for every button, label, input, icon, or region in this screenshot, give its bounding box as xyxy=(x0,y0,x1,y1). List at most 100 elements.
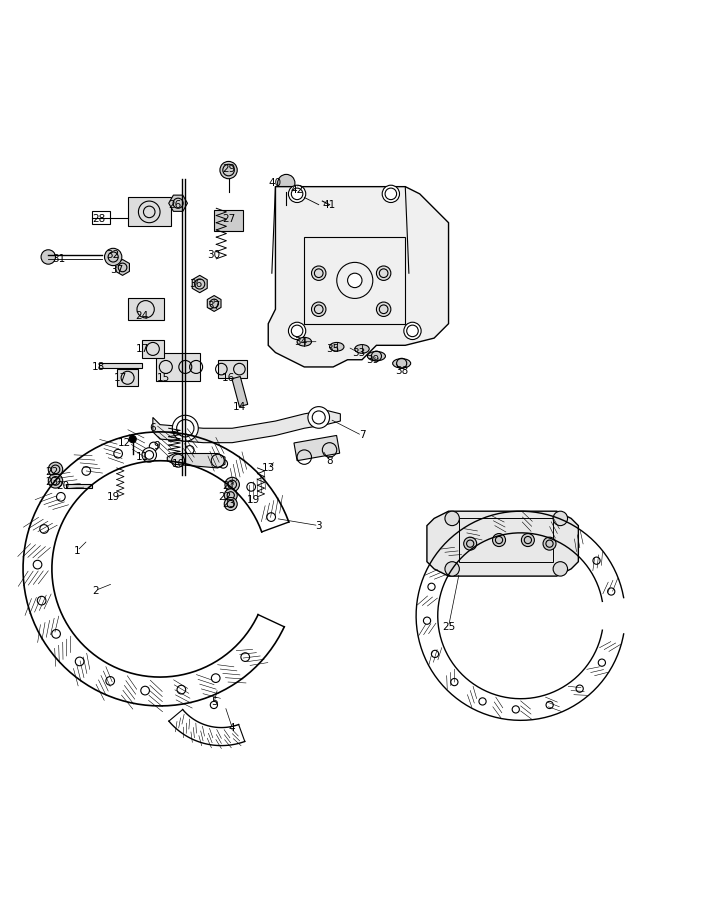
Text: 5: 5 xyxy=(211,697,217,707)
Text: 14: 14 xyxy=(233,402,246,412)
Text: 23: 23 xyxy=(45,477,59,487)
Text: 30: 30 xyxy=(208,250,221,260)
Circle shape xyxy=(129,435,136,443)
Circle shape xyxy=(49,463,63,476)
Circle shape xyxy=(593,557,600,564)
Text: 1: 1 xyxy=(74,546,80,556)
Circle shape xyxy=(33,561,42,569)
Bar xyxy=(304,237,405,324)
Text: 33: 33 xyxy=(352,347,365,357)
Circle shape xyxy=(432,650,439,658)
Circle shape xyxy=(51,629,60,639)
Text: 29: 29 xyxy=(222,163,235,173)
Text: 25: 25 xyxy=(442,621,455,631)
Polygon shape xyxy=(169,195,188,211)
Text: 37: 37 xyxy=(110,265,123,275)
Circle shape xyxy=(502,520,510,527)
Circle shape xyxy=(376,302,391,317)
Circle shape xyxy=(224,498,237,511)
Circle shape xyxy=(451,678,458,686)
Circle shape xyxy=(49,473,63,488)
Text: 9: 9 xyxy=(153,442,160,452)
Text: 20: 20 xyxy=(56,481,70,491)
Circle shape xyxy=(288,185,306,202)
Circle shape xyxy=(106,677,114,685)
Text: 16: 16 xyxy=(222,373,235,383)
Polygon shape xyxy=(98,364,142,368)
Circle shape xyxy=(277,174,295,191)
Text: 28: 28 xyxy=(92,214,106,224)
Circle shape xyxy=(463,537,476,551)
Circle shape xyxy=(114,449,122,458)
Text: 35: 35 xyxy=(327,344,340,354)
Bar xyxy=(218,360,247,378)
Text: 22: 22 xyxy=(219,492,232,502)
Circle shape xyxy=(140,687,149,695)
Polygon shape xyxy=(268,187,449,367)
Text: 37: 37 xyxy=(208,300,221,311)
Circle shape xyxy=(142,448,156,463)
Text: 19: 19 xyxy=(247,495,261,505)
Text: 34: 34 xyxy=(294,336,307,346)
Text: 31: 31 xyxy=(52,254,66,264)
Text: 36: 36 xyxy=(190,279,203,289)
Circle shape xyxy=(521,533,534,547)
Circle shape xyxy=(241,653,250,661)
Circle shape xyxy=(177,686,185,694)
Text: 12: 12 xyxy=(117,438,130,448)
Ellipse shape xyxy=(297,337,311,346)
Circle shape xyxy=(445,553,451,561)
Bar xyxy=(127,298,164,320)
Circle shape xyxy=(313,195,324,205)
Circle shape xyxy=(247,483,256,492)
Text: 21: 21 xyxy=(222,481,235,491)
Bar xyxy=(156,353,200,381)
Text: 32: 32 xyxy=(106,250,119,260)
Circle shape xyxy=(311,302,326,317)
Text: 23: 23 xyxy=(222,499,235,509)
Circle shape xyxy=(553,512,568,526)
Text: 10: 10 xyxy=(172,459,185,469)
Text: 2: 2 xyxy=(92,586,98,596)
Circle shape xyxy=(224,489,237,502)
Circle shape xyxy=(172,415,198,441)
Text: 13: 13 xyxy=(261,463,275,473)
Circle shape xyxy=(470,531,477,538)
Text: 41: 41 xyxy=(323,200,336,210)
Circle shape xyxy=(348,273,362,288)
Bar xyxy=(459,519,553,561)
Circle shape xyxy=(607,588,615,595)
Circle shape xyxy=(553,561,568,576)
Ellipse shape xyxy=(355,345,369,353)
Text: 4: 4 xyxy=(229,723,235,733)
Bar xyxy=(127,198,171,227)
Text: 18: 18 xyxy=(92,362,106,372)
Polygon shape xyxy=(67,483,91,488)
Text: 15: 15 xyxy=(157,373,170,383)
Circle shape xyxy=(40,524,49,533)
Circle shape xyxy=(38,596,46,605)
Circle shape xyxy=(288,322,306,339)
Circle shape xyxy=(512,706,519,713)
Text: 19: 19 xyxy=(106,492,119,502)
Circle shape xyxy=(185,445,194,454)
Ellipse shape xyxy=(367,351,385,361)
Text: 3: 3 xyxy=(316,521,322,531)
Polygon shape xyxy=(167,454,225,468)
Ellipse shape xyxy=(392,358,411,368)
Circle shape xyxy=(211,674,220,682)
Text: 26: 26 xyxy=(168,200,181,210)
Text: 17: 17 xyxy=(135,344,148,354)
Text: 38: 38 xyxy=(395,366,408,375)
Circle shape xyxy=(210,701,217,708)
Circle shape xyxy=(404,322,421,339)
Circle shape xyxy=(82,466,90,475)
Bar xyxy=(91,211,109,224)
Circle shape xyxy=(219,460,227,468)
Text: 8: 8 xyxy=(327,455,333,465)
Ellipse shape xyxy=(329,343,344,351)
Text: 17: 17 xyxy=(114,373,127,383)
Polygon shape xyxy=(207,296,221,311)
Circle shape xyxy=(225,477,240,492)
Circle shape xyxy=(56,493,65,502)
